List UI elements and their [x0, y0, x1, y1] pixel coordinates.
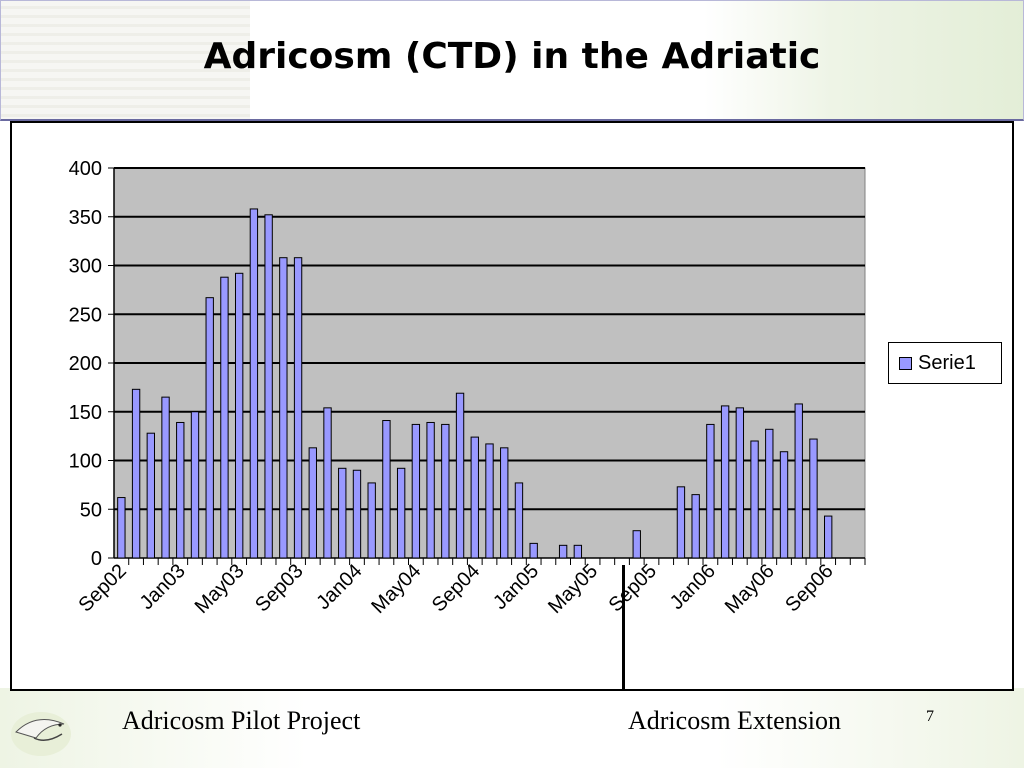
bar	[220, 276, 229, 559]
background-footer-decoration	[0, 688, 1024, 768]
bar	[308, 447, 317, 559]
bar	[750, 440, 759, 559]
bar	[470, 436, 479, 559]
background-newspaper-text	[0, 0, 250, 120]
bar	[205, 297, 214, 559]
bar	[190, 411, 200, 559]
bar	[676, 486, 686, 559]
bar	[485, 443, 494, 559]
x-tick-label: Sep04	[428, 560, 484, 616]
x-tick-label: Jan03	[136, 560, 190, 614]
bar	[514, 482, 524, 559]
footer-pilot-project: Adricosm Pilot Project	[122, 706, 361, 735]
x-tick-label: Jan05	[489, 560, 543, 614]
page-number: 7	[926, 708, 934, 725]
bar	[809, 438, 818, 559]
background-greenery	[704, 0, 1024, 120]
bar	[117, 497, 126, 559]
bar	[176, 421, 185, 559]
bar	[234, 272, 244, 559]
bar	[249, 208, 259, 559]
bar	[691, 494, 700, 559]
bar	[161, 396, 170, 559]
y-tick-label: 300	[69, 256, 102, 278]
legend-swatch	[899, 356, 912, 370]
bar	[735, 407, 745, 559]
y-tick-label: 250	[69, 304, 102, 326]
y-tick-label: 50	[80, 499, 102, 521]
bar	[264, 214, 273, 559]
slide-title: Adricosm (CTD) in the Adriatic	[0, 36, 1024, 77]
bar	[396, 467, 406, 559]
chart-legend: Serie1	[888, 342, 1002, 384]
bar	[706, 423, 715, 559]
bar	[131, 388, 141, 559]
x-tick-label: May04	[367, 560, 425, 618]
x-tick-label: May05	[544, 560, 602, 618]
slide-title-text: Adricosm (CTD) in the Adriatic	[203, 36, 821, 77]
y-tick-label: 150	[69, 402, 102, 424]
bar	[279, 257, 288, 559]
bar	[573, 544, 583, 559]
bar	[824, 515, 833, 559]
project-divider-arrow	[622, 565, 625, 690]
bar	[382, 420, 391, 559]
bar	[794, 403, 803, 559]
bar	[558, 544, 568, 559]
x-tick-label: Sep06	[781, 560, 837, 616]
y-tick-label: 350	[69, 207, 102, 229]
x-tick-label: Jan04	[312, 560, 366, 614]
bar	[632, 530, 641, 559]
bar	[146, 432, 155, 559]
bar	[720, 405, 730, 559]
bar	[323, 407, 332, 559]
y-tick-label: 100	[69, 451, 102, 473]
bar	[411, 423, 421, 559]
bar	[338, 467, 347, 559]
footer-extension: Adricosm Extension	[628, 706, 842, 735]
chart-area: 0 50 100 150 200 250 300 350 400 Sep02 Jan03 May03 S…	[10, 121, 1014, 691]
seagull-logo-icon	[11, 712, 71, 756]
bar	[779, 451, 789, 559]
y-tick-label: 0	[91, 548, 102, 570]
bar	[765, 428, 774, 559]
y-tick-label: 400	[69, 158, 102, 180]
y-tick-label: 200	[69, 353, 102, 375]
bar	[426, 421, 435, 559]
x-tick-label: Sep02	[74, 560, 130, 616]
bar	[441, 423, 450, 559]
x-tick-label: May03	[191, 560, 249, 618]
bar	[455, 392, 465, 559]
bar	[500, 447, 509, 559]
x-tick-label: May06	[721, 560, 779, 618]
x-tick-label: Sep03	[251, 560, 307, 616]
bar	[367, 482, 376, 559]
legend-label: Serie1	[918, 351, 976, 374]
x-tick-label: Jan06	[666, 560, 720, 614]
x-tick-label: Sep05	[605, 560, 661, 616]
bar	[529, 542, 538, 559]
bar	[352, 469, 362, 559]
bar	[293, 257, 303, 559]
